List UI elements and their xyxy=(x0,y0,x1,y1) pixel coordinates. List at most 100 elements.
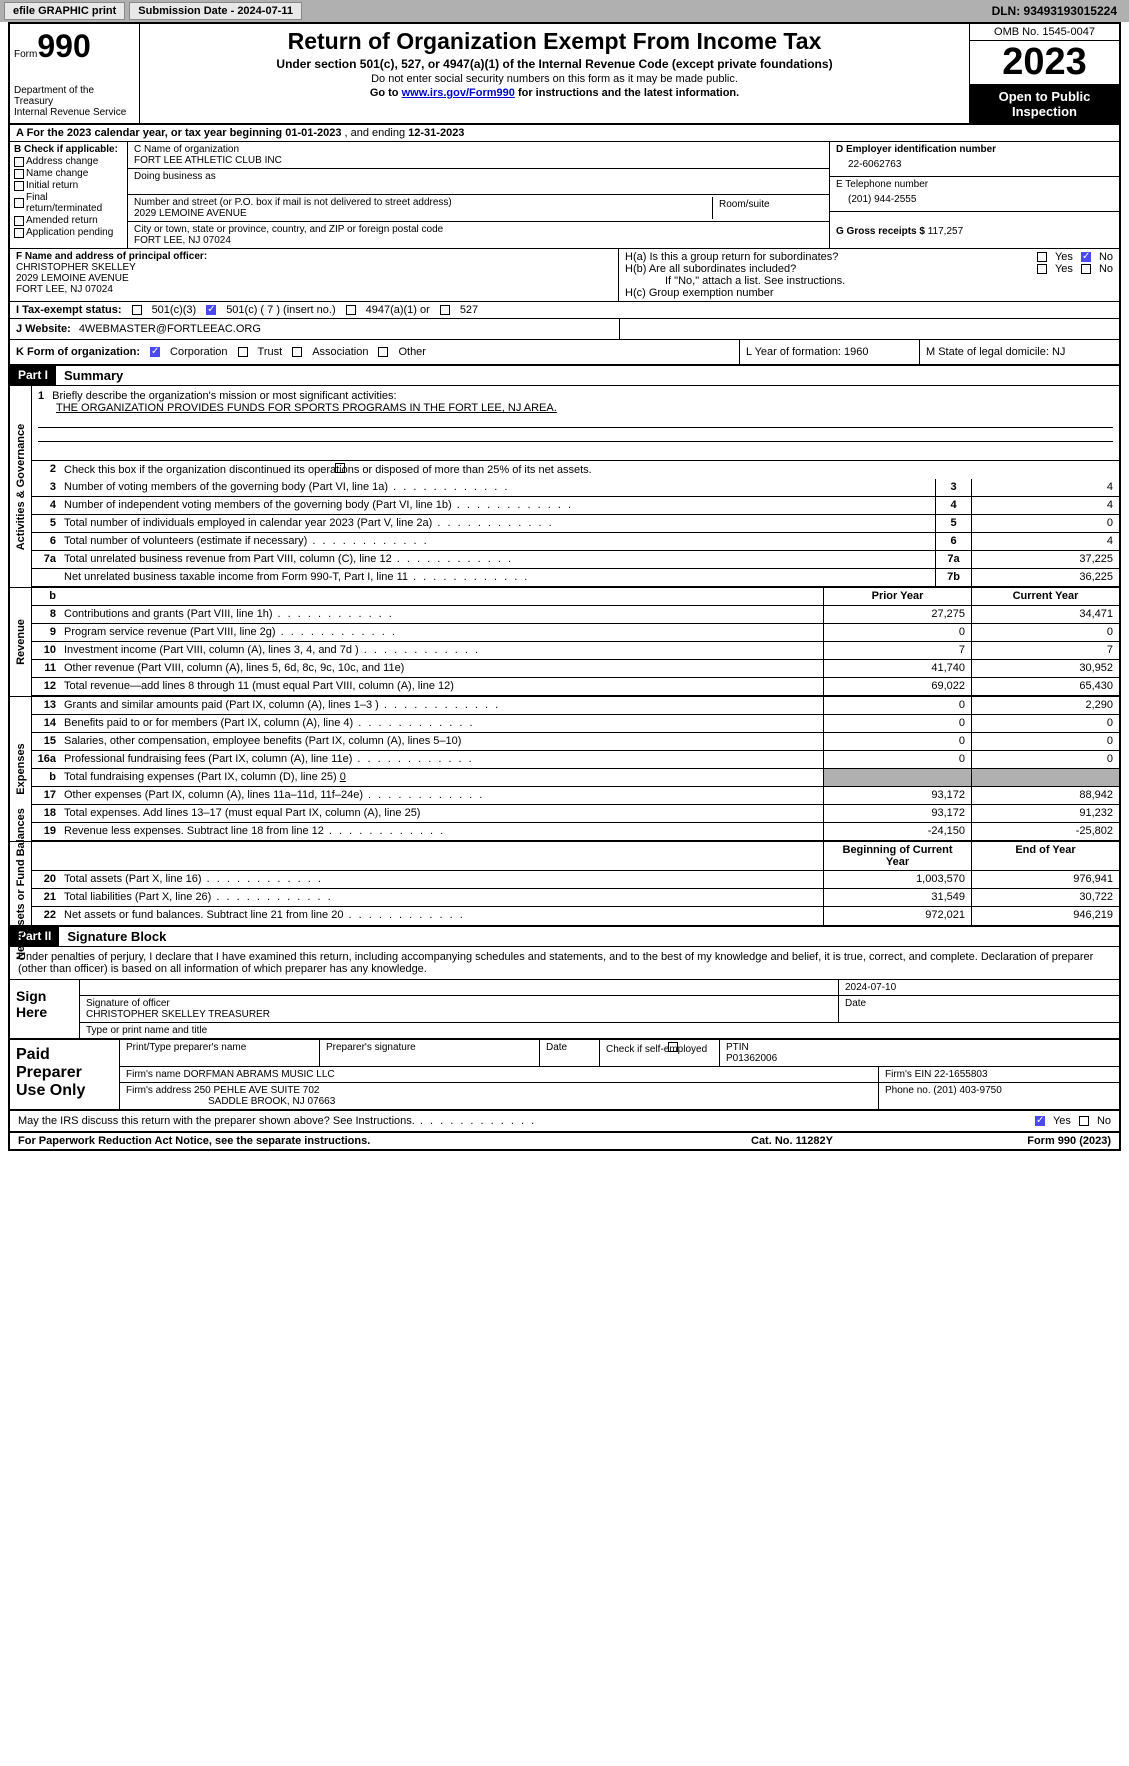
line7b-text: Net unrelated business taxable income fr… xyxy=(60,569,935,586)
line8-curr: 34,471 xyxy=(971,606,1119,623)
line19-text: Revenue less expenses. Subtract line 18 … xyxy=(60,823,823,840)
chk-name-change[interactable] xyxy=(14,169,24,179)
sign-here-block: Sign Here 2024-07-10 Signature of office… xyxy=(10,980,1119,1040)
city-value: FORT LEE, NJ 07024 xyxy=(134,235,823,246)
line16a-prior: 0 xyxy=(823,751,971,768)
phone-label: Phone no. xyxy=(885,1085,933,1096)
chk-527[interactable] xyxy=(440,305,450,315)
ha-yes[interactable] xyxy=(1037,252,1047,262)
chk-501c3[interactable] xyxy=(132,305,142,315)
line10-text: Investment income (Part VIII, column (A)… xyxy=(60,642,823,659)
form-title: Return of Organization Exempt From Incom… xyxy=(148,28,961,55)
addr-label: Number and street (or P.O. box if mail i… xyxy=(134,197,712,208)
line9-prior: 0 xyxy=(823,624,971,641)
mission-label: Briefly describe the organization's miss… xyxy=(52,390,396,402)
efile-print-button[interactable]: efile GRAPHIC print xyxy=(4,2,125,20)
info-grid: B Check if applicable: Address change Na… xyxy=(10,142,1119,249)
line16a-text: Professional fundraising fees (Part IX, … xyxy=(60,751,823,768)
line22-beg: 972,021 xyxy=(823,907,971,925)
hb-yes[interactable] xyxy=(1037,264,1047,274)
chk-application-pending[interactable] xyxy=(14,228,24,238)
col-c-org-info: C Name of organization FORT LEE ATHLETIC… xyxy=(128,142,829,248)
paid-preparer-block: Paid Preparer Use Only Print/Type prepar… xyxy=(10,1040,1119,1111)
line21-end: 30,722 xyxy=(971,889,1119,906)
line19-curr: -25,802 xyxy=(971,823,1119,840)
line7b-val: 36,225 xyxy=(971,569,1119,586)
form-header: Form990 Department of the Treasury Inter… xyxy=(10,24,1119,125)
form-link-line: Go to www.irs.gov/Form990 for instructio… xyxy=(148,87,961,99)
row-a-taxyear: A For the 2023 calendar year, or tax yea… xyxy=(10,125,1119,142)
chk-other[interactable] xyxy=(378,347,388,357)
hb-no[interactable] xyxy=(1081,264,1091,274)
chk-501c[interactable] xyxy=(206,305,216,315)
line7a-text: Total unrelated business revenue from Pa… xyxy=(60,551,935,568)
form-word: Form xyxy=(14,49,37,60)
revenue-section: Revenue bPrior YearCurrent Year 8Contrib… xyxy=(10,587,1119,696)
officer-label: F Name and address of principal officer: xyxy=(16,251,207,262)
line17-prior: 93,172 xyxy=(823,787,971,804)
line11-text: Other revenue (Part VIII, column (A), li… xyxy=(60,660,823,677)
line22-text: Net assets or fund balances. Subtract li… xyxy=(60,907,823,925)
hb-label: H(b) Are all subordinates included? xyxy=(625,263,1031,275)
dept-label: Department of the Treasury Internal Reve… xyxy=(14,85,135,118)
chk-trust[interactable] xyxy=(238,347,248,357)
part2-title: Signature Block xyxy=(59,927,174,946)
website-value: 4WEBMASTER@FORTLEEAC.ORG xyxy=(79,323,261,335)
ptin-value: P01362006 xyxy=(726,1053,1113,1064)
ha-no[interactable] xyxy=(1081,252,1091,262)
line4-text: Number of independent voting members of … xyxy=(60,497,935,514)
sig-date-label: Date xyxy=(839,996,1119,1022)
line10-prior: 7 xyxy=(823,642,971,659)
gov-side-label: Activities & Governance xyxy=(15,423,27,550)
col-b-header: B Check if applicable: xyxy=(14,144,118,155)
chk-discontinued[interactable] xyxy=(335,463,345,473)
phone-value: (201) 403-9750 xyxy=(933,1085,1001,1096)
addr-value: 2029 LEMOINE AVENUE xyxy=(134,208,712,219)
form990-link[interactable]: www.irs.gov/Form990 xyxy=(402,87,515,99)
footer-row: For Paperwork Reduction Act Notice, see … xyxy=(10,1133,1119,1149)
officer-addr: 2029 LEMOINE AVENUE xyxy=(16,273,612,284)
prep-date-label: Date xyxy=(540,1040,600,1066)
current-year-hdr: Current Year xyxy=(971,588,1119,605)
discuss-no[interactable] xyxy=(1079,1116,1089,1126)
officer-name: CHRISTOPHER SKELLEY xyxy=(16,262,612,273)
form-number: 990 xyxy=(37,28,90,64)
end-year-hdr: End of Year xyxy=(971,842,1119,870)
line10-curr: 7 xyxy=(971,642,1119,659)
expenses-section: Expenses 13Grants and similar amounts pa… xyxy=(10,696,1119,841)
firm-ein-label: Firm's EIN xyxy=(885,1069,934,1080)
discuss-yes[interactable] xyxy=(1035,1116,1045,1126)
form-footer: Form 990 (2023) xyxy=(951,1135,1111,1147)
firm-addr-label: Firm's address xyxy=(126,1085,194,1096)
line20-text: Total assets (Part X, line 16) xyxy=(60,871,823,888)
open-public-label: Open to Public Inspection xyxy=(970,85,1119,123)
chk-association[interactable] xyxy=(292,347,302,357)
netassets-section: Net Assets or Fund Balances Beginning of… xyxy=(10,841,1119,927)
net-side-label: Net Assets or Fund Balances xyxy=(15,808,27,960)
gross-value: 117,257 xyxy=(928,226,963,237)
gross-label: G Gross receipts $ xyxy=(836,226,928,237)
line4-val: 4 xyxy=(971,497,1119,514)
chk-corporation[interactable] xyxy=(150,347,160,357)
chk-amended[interactable] xyxy=(14,216,24,226)
chk-4947[interactable] xyxy=(346,305,356,315)
line13-prior: 0 xyxy=(823,697,971,714)
tel-label: E Telephone number xyxy=(836,179,1113,190)
line15-curr: 0 xyxy=(971,733,1119,750)
ein-label: D Employer identification number xyxy=(836,144,996,155)
form-subtitle: Under section 501(c), 527, or 4947(a)(1)… xyxy=(148,57,961,71)
chk-self-employed[interactable] xyxy=(668,1042,678,1052)
prior-year-hdr: Prior Year xyxy=(823,588,971,605)
chk-address-change[interactable] xyxy=(14,157,24,167)
line19-prior: -24,150 xyxy=(823,823,971,840)
sig-date-val: 2024-07-10 xyxy=(845,982,896,993)
sign-here-label: Sign Here xyxy=(10,980,80,1038)
prep-sig-label: Preparer's signature xyxy=(320,1040,540,1066)
chk-final-return[interactable] xyxy=(14,198,24,208)
line6-val: 4 xyxy=(971,533,1119,550)
type-name-label: Type or print name and title xyxy=(80,1023,1119,1038)
line16b-text: Total fundraising expenses (Part IX, col… xyxy=(60,769,823,786)
dba-label: Doing business as xyxy=(134,171,823,182)
chk-initial-return[interactable] xyxy=(14,181,24,191)
col-b-checkboxes: B Check if applicable: Address change Na… xyxy=(10,142,128,248)
